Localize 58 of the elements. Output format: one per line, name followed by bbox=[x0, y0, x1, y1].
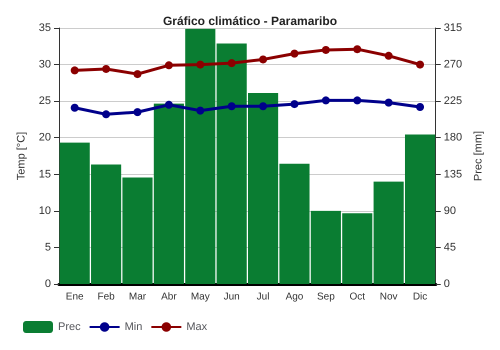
x-tick-label: Jul bbox=[256, 292, 270, 302]
legend-label: Min bbox=[124, 321, 142, 333]
y2-axis-title: Prec [mm] bbox=[472, 130, 484, 182]
point bbox=[102, 64, 110, 73]
y-tick-label: 0 bbox=[44, 278, 51, 290]
y2-tick-label: 270 bbox=[444, 58, 462, 71]
point bbox=[164, 61, 173, 70]
point bbox=[164, 100, 173, 109]
x-tick-label: Mar bbox=[128, 292, 147, 302]
point bbox=[133, 70, 142, 78]
y2-tick-label: 45 bbox=[444, 241, 456, 254]
y2-tick-label: 180 bbox=[444, 132, 462, 144]
y2-tick-label: 315 bbox=[444, 22, 462, 34]
point bbox=[322, 46, 330, 54]
point bbox=[322, 96, 330, 104]
point bbox=[259, 55, 268, 64]
x-tick-label: Jun bbox=[224, 292, 240, 302]
point bbox=[384, 98, 393, 107]
x-tick-label: Ago bbox=[286, 292, 304, 302]
point bbox=[133, 108, 142, 116]
y-tick-label: 5 bbox=[44, 241, 51, 254]
point bbox=[416, 102, 424, 111]
point bbox=[196, 60, 204, 69]
point bbox=[70, 66, 79, 74]
y-tick-label: 15 bbox=[38, 168, 51, 180]
y-tick-label: 25 bbox=[38, 95, 51, 108]
point bbox=[259, 102, 268, 110]
legend-label: Prec bbox=[58, 321, 82, 333]
chart-title: Gráfico climático - Paramaribo bbox=[162, 14, 338, 28]
x-tick-label: Ene bbox=[66, 292, 84, 302]
point bbox=[70, 104, 79, 112]
point bbox=[290, 100, 298, 108]
point bbox=[228, 59, 236, 68]
point bbox=[353, 96, 362, 104]
point bbox=[196, 106, 204, 115]
point bbox=[290, 50, 298, 58]
y2-tick-label: 135 bbox=[444, 168, 462, 180]
x-tick-label: Nov bbox=[380, 292, 398, 302]
y-tick-label: 30 bbox=[38, 58, 51, 71]
x-tick-label: Feb bbox=[97, 292, 116, 302]
x-tick-label: Oct bbox=[349, 292, 366, 302]
point bbox=[384, 52, 393, 60]
y-tick-label: 20 bbox=[38, 132, 51, 144]
x-tick-label: Dic bbox=[412, 292, 428, 302]
point bbox=[228, 102, 236, 110]
x-tick-label: May bbox=[190, 292, 210, 302]
y2-tick-label: 90 bbox=[444, 204, 456, 217]
legend-label: Max bbox=[186, 321, 208, 333]
y2-tick-label: 225 bbox=[444, 95, 462, 108]
y-tick-label: 10 bbox=[38, 204, 51, 217]
point bbox=[102, 110, 110, 118]
x-tick-label: Sep bbox=[316, 292, 336, 302]
y-axis-title: Temp [°C] bbox=[16, 132, 28, 180]
point bbox=[416, 60, 424, 69]
x-tick-label: Abr bbox=[161, 292, 178, 302]
y2-tick-label: 0 bbox=[444, 278, 450, 290]
y-tick-label: 35 bbox=[38, 22, 51, 34]
point bbox=[353, 45, 362, 54]
